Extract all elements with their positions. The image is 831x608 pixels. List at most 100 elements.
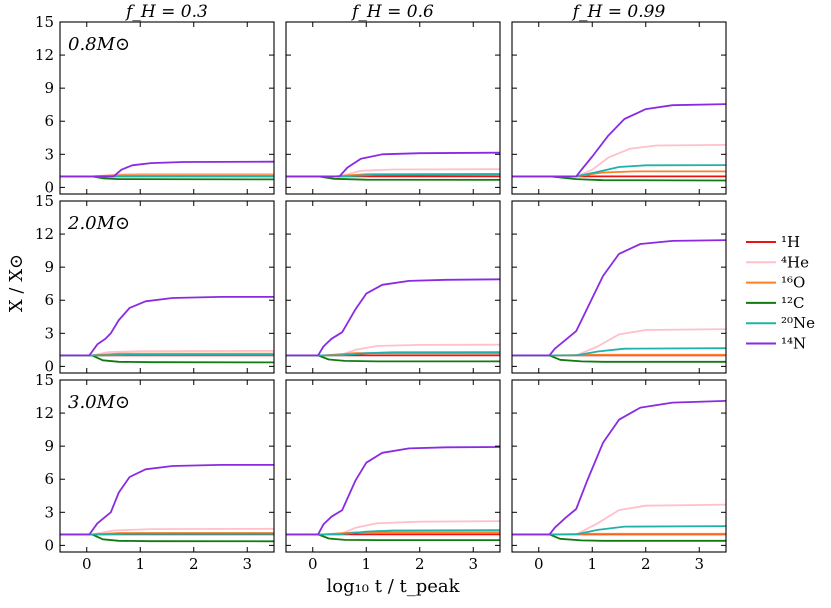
y-tick-label: 9 <box>44 79 54 97</box>
panel-frame <box>285 21 501 195</box>
series-line-Ne <box>286 529 500 536</box>
x-tick-label: 1 <box>361 555 371 573</box>
x-tick-label: 0 <box>534 555 544 573</box>
x-axis-label: log₁₀ t / t_peak <box>326 576 460 597</box>
x-tick-label: 1 <box>135 555 145 573</box>
panel-lines <box>286 446 500 541</box>
panel-lines <box>60 464 274 543</box>
series-line-He <box>512 503 726 536</box>
panel-frame <box>59 200 275 374</box>
y-tick-label: 15 <box>35 192 54 210</box>
series-line-N <box>286 446 500 536</box>
panel-frame <box>511 379 727 553</box>
panel-frame <box>59 379 275 553</box>
panel-r0-c1 <box>285 21 501 195</box>
y-tick-label: 12 <box>35 46 54 64</box>
y-tick-label: 3 <box>44 503 54 521</box>
series-line-C <box>60 533 274 543</box>
panel-r1-c1 <box>285 200 501 374</box>
series-line-Ne <box>286 351 500 357</box>
series-line-N <box>60 160 274 178</box>
x-tick-label: 2 <box>641 555 651 573</box>
panel-lines <box>60 160 274 181</box>
panel-frame <box>285 200 501 374</box>
column-title: f_H = 0.99 <box>571 2 666 22</box>
series-line-N <box>286 151 500 178</box>
series-line-Ne <box>60 353 274 357</box>
panel-r2-c1: 0 1 2 3 <box>285 379 501 573</box>
panel-r2-c2: 0 1 2 3 <box>511 379 727 573</box>
mass-label: 2.0M⊙ <box>67 213 130 234</box>
x-tick-label: 3 <box>468 555 478 573</box>
series-line-N <box>60 464 274 536</box>
series-line-C <box>60 354 274 364</box>
legend-item-Ne: ²⁰Ne <box>746 314 815 332</box>
y-tick-label: 9 <box>44 437 54 455</box>
column-title: f_H = 0.6 <box>350 2 434 22</box>
legend-label: ¹H <box>781 233 800 251</box>
legend-item-He: ⁴He <box>746 253 809 271</box>
x-tick-label: 0 <box>308 555 318 573</box>
series-line-He <box>512 328 726 357</box>
series-line-N <box>512 239 726 357</box>
y-tick-label: 6 <box>44 291 54 309</box>
x-tick-label: 1 <box>587 555 597 573</box>
panel-frame <box>511 200 727 374</box>
panel-frame <box>59 21 275 195</box>
x-tick-label: 2 <box>415 555 425 573</box>
y-tick-label: 9 <box>44 258 54 276</box>
legend-label: ¹⁶O <box>781 274 805 292</box>
legend-item-H: ¹H <box>746 233 800 251</box>
series-line-N <box>286 278 500 357</box>
y-tick-label: 12 <box>35 404 54 422</box>
panel-lines <box>60 296 274 364</box>
legend-label: ⁴He <box>781 253 809 271</box>
series-line-Ne <box>60 532 274 536</box>
mass-label: 0.8M⊙ <box>68 34 130 55</box>
series-line-Ne <box>512 347 726 357</box>
x-tick-label: 2 <box>189 555 199 573</box>
legend-item-C: ¹²C <box>746 294 805 312</box>
mass-label: 3.0M⊙ <box>68 392 130 413</box>
y-tick-label: 6 <box>44 470 54 488</box>
y-tick-label: 15 <box>35 13 54 31</box>
panel-frame <box>285 379 501 553</box>
legend-label: ¹⁴N <box>781 335 806 353</box>
series-line-C <box>512 354 726 363</box>
panel-lines <box>286 151 500 181</box>
column-titles: f_H = 0.3 f_H = 0.6 f_H = 0.99 <box>124 2 665 22</box>
panel-frame <box>511 21 727 195</box>
legend-label: ²⁰Ne <box>781 314 815 332</box>
series-line-Ne <box>512 525 726 536</box>
legend-item-O: ¹⁶O <box>746 274 805 292</box>
series-line-C <box>512 533 726 542</box>
series-line-N <box>512 103 726 178</box>
panel-lines <box>286 278 500 363</box>
y-tick-label: 0 <box>44 536 54 554</box>
panel-r1-c2 <box>511 200 727 374</box>
x-tick-label: 3 <box>242 555 252 573</box>
legend: ¹H ⁴He ¹⁶O ¹²C ²⁰Ne ¹⁴N <box>746 233 815 353</box>
panel-lines <box>512 400 726 542</box>
x-tick-label: 0 <box>82 555 92 573</box>
series-line-N <box>60 296 274 357</box>
panel-r1-c0: 0 3 6 9 12 15 2.0M⊙ <box>35 192 275 375</box>
y-tick-label: 3 <box>44 324 54 342</box>
column-title: f_H = 0.3 <box>124 2 208 22</box>
panel-r0-c2 <box>511 21 727 195</box>
panel-lines <box>512 239 726 363</box>
panel-r0-c0: 0 3 6 9 12 15 0.8M⊙ <box>35 13 275 196</box>
y-tick-label: 0 <box>44 357 54 375</box>
y-tick-label: 0 <box>44 178 54 196</box>
y-tick-label: 3 <box>44 145 54 163</box>
panel-lines <box>512 103 726 182</box>
legend-item-N: ¹⁴N <box>746 335 806 353</box>
series-line-N <box>512 400 726 536</box>
y-tick-label: 15 <box>35 371 54 389</box>
y-axis-label: X / X⊙ <box>6 254 27 312</box>
x-tick-label: 3 <box>694 555 704 573</box>
y-tick-label: 12 <box>35 225 54 243</box>
